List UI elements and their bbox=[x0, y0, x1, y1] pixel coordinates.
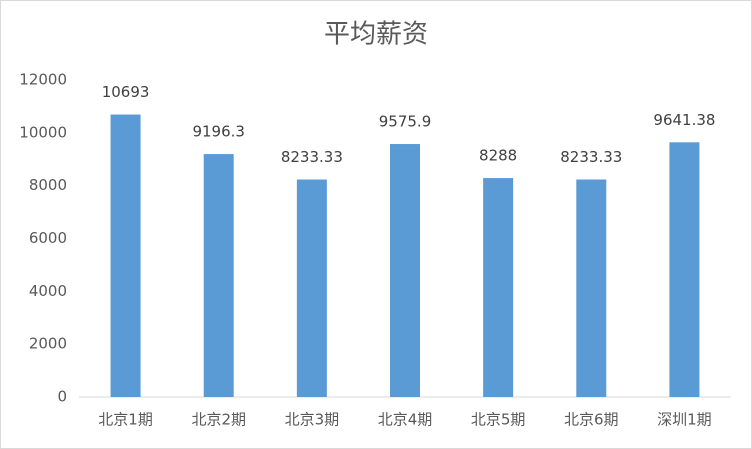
data-label: 9641.38 bbox=[653, 111, 715, 129]
chart-title: 平均薪资 bbox=[324, 20, 428, 50]
data-label: 8233.33 bbox=[560, 148, 622, 166]
x-tick-label: 北京5期 bbox=[471, 411, 526, 429]
y-tick-label: 10000 bbox=[19, 123, 67, 141]
data-label: 8233.33 bbox=[281, 148, 343, 166]
x-tick-label: 北京3期 bbox=[285, 411, 340, 429]
y-tick-label: 4000 bbox=[29, 282, 67, 300]
bar bbox=[296, 179, 327, 397]
data-label: 9196.3 bbox=[192, 123, 245, 141]
x-tick-label: 北京6期 bbox=[564, 411, 619, 429]
y-tick-label: 0 bbox=[57, 388, 67, 406]
bar bbox=[203, 154, 234, 397]
data-label: 10693 bbox=[102, 83, 150, 101]
x-tick-label: 北京4期 bbox=[378, 411, 433, 429]
bar bbox=[669, 142, 700, 397]
x-tick-label: 深圳1期 bbox=[657, 411, 712, 429]
y-tick-label: 8000 bbox=[29, 176, 67, 194]
bar bbox=[390, 144, 420, 397]
bar bbox=[576, 179, 607, 397]
x-tick-label: 北京1期 bbox=[98, 411, 153, 429]
bar bbox=[483, 178, 514, 397]
bar bbox=[110, 114, 141, 397]
data-label: 8288 bbox=[479, 147, 517, 165]
y-tick-label: 12000 bbox=[19, 71, 67, 89]
data-label: 9575.9 bbox=[379, 113, 432, 131]
y-tick-label: 6000 bbox=[29, 229, 67, 247]
y-tick-label: 2000 bbox=[29, 335, 67, 353]
x-tick-label: 北京2期 bbox=[191, 411, 246, 429]
